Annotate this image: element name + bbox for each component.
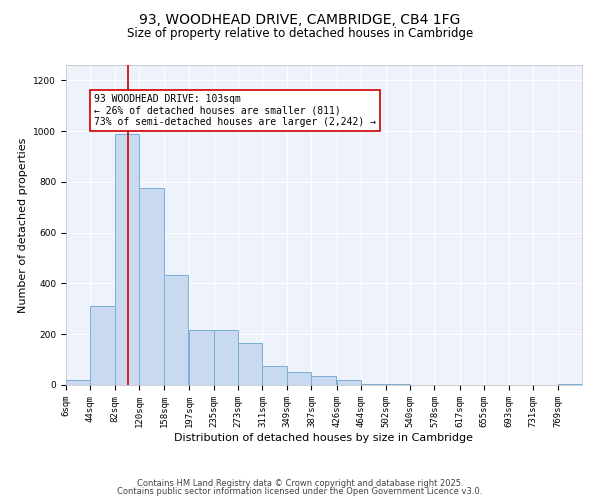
Text: 93 WOODHEAD DRIVE: 103sqm
← 26% of detached houses are smaller (811)
73% of semi: 93 WOODHEAD DRIVE: 103sqm ← 26% of detac…	[94, 94, 376, 128]
Text: Size of property relative to detached houses in Cambridge: Size of property relative to detached ho…	[127, 28, 473, 40]
Bar	[287, 372, 311, 385]
Y-axis label: Number of detached properties: Number of detached properties	[18, 138, 28, 312]
Text: 93, WOODHEAD DRIVE, CAMBRIDGE, CB4 1FG: 93, WOODHEAD DRIVE, CAMBRIDGE, CB4 1FG	[139, 12, 461, 26]
Bar	[262, 366, 287, 385]
Bar	[214, 330, 238, 385]
Bar	[66, 380, 91, 385]
Bar	[557, 384, 582, 385]
Bar	[386, 384, 410, 385]
X-axis label: Distribution of detached houses by size in Cambridge: Distribution of detached houses by size …	[175, 432, 473, 442]
Text: Contains HM Land Registry data © Crown copyright and database right 2025.: Contains HM Land Registry data © Crown c…	[137, 478, 463, 488]
Bar	[337, 380, 361, 385]
Bar	[189, 330, 214, 385]
Bar	[115, 134, 139, 385]
Bar	[91, 306, 115, 385]
Text: Contains public sector information licensed under the Open Government Licence v3: Contains public sector information licen…	[118, 487, 482, 496]
Bar	[361, 384, 386, 385]
Bar	[311, 376, 336, 385]
Bar	[164, 274, 188, 385]
Bar	[238, 343, 262, 385]
Bar	[139, 188, 164, 385]
